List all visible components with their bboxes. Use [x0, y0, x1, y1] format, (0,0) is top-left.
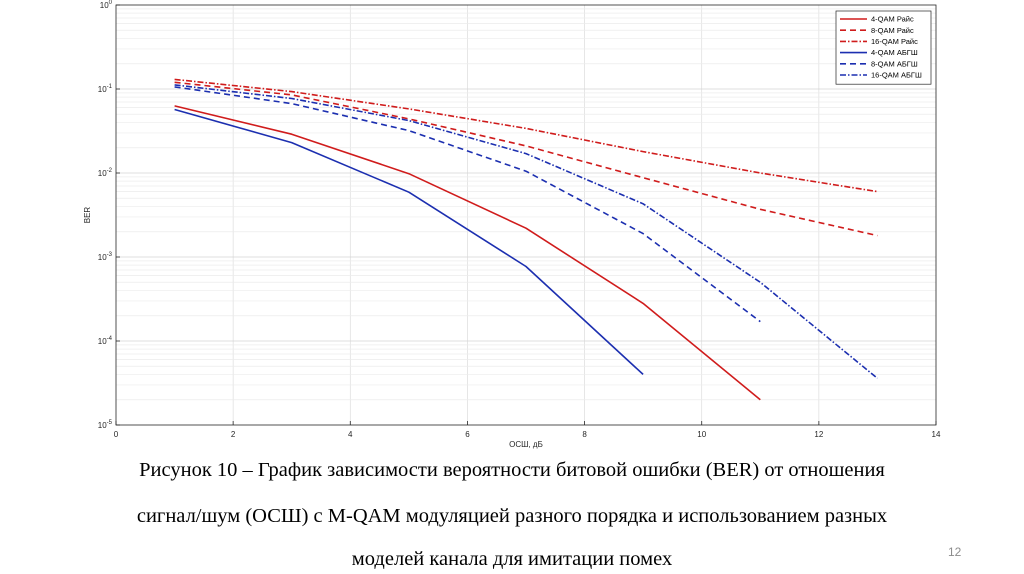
legend: 4-QAM Райс 8-QAM Райс 16-QAM Райс 4-QAM АБГ… [835, 10, 932, 85]
series-line-4 [174, 108, 644, 375]
y-tick-label: 100 [100, 0, 113, 10]
caption-line-3: моделей канала для имитации помех [351, 548, 673, 570]
x-tick-label: 4 [348, 430, 353, 439]
y-tick-label: 10-1 [98, 84, 113, 94]
legend-label: 8-QAM Райс [871, 26, 914, 35]
plot-frame [115, 4, 937, 426]
y-tick-label: 10-2 [98, 168, 113, 178]
slide-number: 12 [948, 545, 962, 559]
series-line-3 [174, 78, 878, 193]
legend-box [835, 10, 932, 85]
caption-line-2: сигнал/шум (ОСШ) с M-QAM модуляцией разн… [136, 505, 888, 527]
y-tick-label: 10-3 [98, 252, 113, 262]
x-axis-label: ОСШ, дБ [509, 440, 543, 449]
legend-label: 16-QAM Райс [871, 37, 918, 46]
x-tick-label: 10 [697, 430, 706, 439]
y-axis-label: BER [83, 207, 92, 224]
series-line-1 [174, 105, 761, 401]
series-line-2 [174, 81, 878, 237]
x-tick-label: 8 [582, 430, 587, 439]
series-line-5 [174, 86, 761, 323]
legend-label: 8-QAM АБГШ [871, 59, 918, 68]
legend-label: 4-QAM Райс [871, 15, 914, 24]
legend-label: 16-QAM АБГШ [871, 71, 922, 80]
x-tick-label: 0 [114, 430, 119, 439]
legend-label: 4-QAM АБГШ [871, 48, 918, 57]
tick-labels: 0 2 4 6 8 10 12 14 100 10-1 10-2 10-3 10-4 10-5 [98, 0, 941, 439]
x-tick-label: 2 [231, 430, 236, 439]
grid [116, 5, 936, 425]
caption-line-1: Рисунок 10 – График зависимости вероятно… [139, 459, 885, 481]
x-tick-label: 6 [465, 430, 470, 439]
series-line-6 [174, 84, 878, 379]
plot-area [116, 5, 936, 425]
x-tick-label: 14 [932, 430, 941, 439]
y-tick-label: 10-5 [98, 420, 113, 430]
y-tick-label: 10-4 [98, 336, 113, 346]
x-tick-label: 12 [814, 430, 823, 439]
series-lines [174, 78, 878, 401]
